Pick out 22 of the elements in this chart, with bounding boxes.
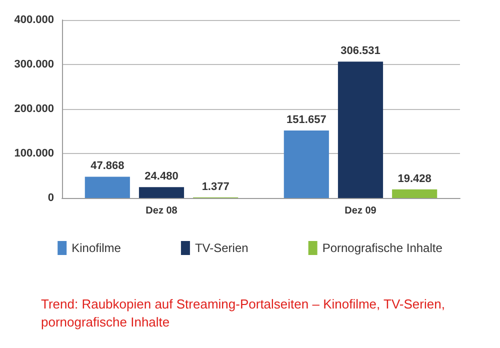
legend-label: Kinofilme: [72, 241, 122, 255]
data-label: 306.531: [340, 45, 380, 58]
data-label: 19.428: [398, 172, 432, 185]
bar: [138, 187, 184, 198]
y-tick-label: 400.000: [14, 14, 54, 26]
x-tick-label: Dez 08: [146, 206, 178, 216]
data-label: 1.377: [202, 180, 230, 193]
data-label: 24.480: [144, 170, 178, 183]
bar: [284, 130, 329, 198]
bar: [84, 176, 130, 198]
y-tick-label: 300.000: [14, 58, 54, 70]
text: Trend: Raubkopien auf Streaming-Portalseiten – Kinofilme, TV-Serien, pornografische Inhalte: [41, 296, 449, 330]
bar: [392, 189, 438, 198]
data-label: 151.657: [286, 114, 326, 126]
data-label: 47.868: [90, 160, 124, 172]
y-tick-label: 0: [48, 192, 54, 204]
legend-label: TV-Serien: [194, 241, 248, 255]
x-tick-label: Dez 09: [344, 206, 377, 216]
y-tick-label: 100.000: [14, 148, 54, 160]
legend-label: Pornografische Inhalte: [322, 241, 443, 255]
bar: [338, 62, 384, 198]
y-tick-label: 200.000: [14, 103, 54, 115]
